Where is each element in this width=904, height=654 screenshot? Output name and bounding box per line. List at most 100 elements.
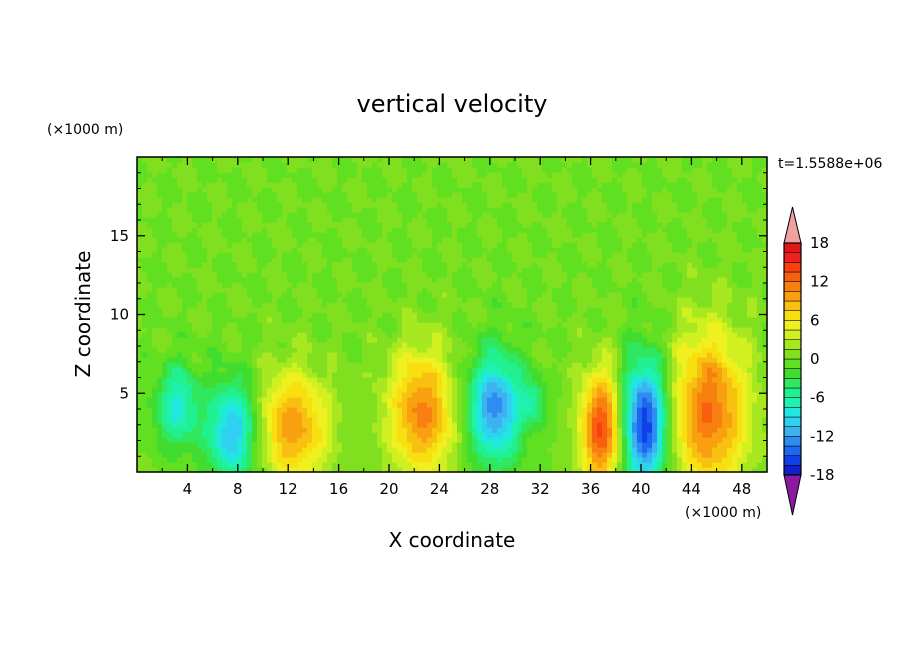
- heatmap-cell: [317, 162, 323, 168]
- heatmap-cell: [387, 197, 393, 203]
- heatmap-cell: [512, 367, 518, 373]
- heatmap-cell: [372, 287, 378, 293]
- heatmap-cell: [427, 382, 433, 388]
- heatmap-cell: [362, 187, 368, 193]
- heatmap-cell: [317, 312, 323, 318]
- heatmap-cell: [267, 452, 273, 458]
- heatmap-cell: [242, 412, 248, 418]
- heatmap-cell: [417, 202, 423, 208]
- heatmap-cell: [517, 402, 523, 408]
- heatmap-cell: [392, 372, 398, 378]
- heatmap-cell: [242, 187, 248, 193]
- heatmap-cell: [457, 172, 463, 178]
- heatmap-cell: [412, 362, 418, 368]
- heatmap-cell: [307, 272, 313, 278]
- heatmap-cell: [257, 447, 263, 453]
- heatmap-cell: [317, 157, 323, 163]
- heatmap-cell: [332, 427, 338, 433]
- heatmap-cell: [137, 232, 143, 238]
- heatmap-cell: [382, 347, 388, 353]
- heatmap-cell: [237, 272, 243, 278]
- heatmap-cell: [227, 462, 233, 468]
- heatmap-cell: [237, 422, 243, 428]
- heatmap-cell: [397, 227, 403, 233]
- heatmap-cell: [442, 277, 448, 283]
- heatmap-cell: [267, 437, 273, 443]
- heatmap-cell: [527, 462, 533, 468]
- heatmap-cell: [312, 372, 318, 378]
- heatmap-cell: [207, 347, 213, 353]
- heatmap-cell: [357, 192, 363, 198]
- heatmap-cell: [212, 257, 218, 263]
- heatmap-cell: [157, 382, 163, 388]
- heatmap-cell: [317, 387, 323, 393]
- heatmap-cell: [332, 397, 338, 403]
- heatmap-cell: [157, 432, 163, 438]
- heatmap-cell: [272, 202, 278, 208]
- heatmap-cell: [252, 242, 258, 248]
- heatmap-cell: [357, 207, 363, 213]
- heatmap-cell: [477, 262, 483, 268]
- heatmap-cell: [527, 252, 533, 258]
- heatmap-cell: [387, 187, 393, 193]
- heatmap-cell: [367, 252, 373, 258]
- heatmap-cell: [347, 452, 353, 458]
- heatmap-cell: [297, 377, 303, 383]
- heatmap-cell: [352, 412, 358, 418]
- heatmap-cell: [257, 172, 263, 178]
- heatmap-cell: [157, 212, 163, 218]
- heatmap-cell: [137, 222, 143, 228]
- heatmap-cell: [142, 377, 148, 383]
- heatmap-cell: [512, 197, 518, 203]
- heatmap-cell: [302, 347, 308, 353]
- heatmap-cell: [457, 447, 463, 453]
- heatmap-cell: [322, 382, 328, 388]
- heatmap-cell: [457, 197, 463, 203]
- heatmap-cell: [427, 377, 433, 383]
- heatmap-cell: [257, 432, 263, 438]
- heatmap-cell: [162, 467, 168, 473]
- heatmap-cell: [347, 257, 353, 263]
- heatmap-cell: [367, 412, 373, 418]
- heatmap-cell: [312, 467, 318, 473]
- heatmap-cell: [317, 247, 323, 253]
- heatmap-cell: [187, 262, 193, 268]
- heatmap-cell: [482, 347, 488, 353]
- heatmap-cell: [327, 402, 333, 408]
- heatmap-cell: [397, 372, 403, 378]
- heatmap-cell: [272, 247, 278, 253]
- heatmap-cell: [452, 302, 458, 308]
- heatmap-cell: [142, 222, 148, 228]
- heatmap-cell: [442, 287, 448, 293]
- heatmap-cell: [427, 392, 433, 398]
- heatmap-cell: [387, 462, 393, 468]
- heatmap-cell: [352, 457, 358, 463]
- heatmap-cell: [137, 247, 143, 253]
- heatmap-cell: [402, 437, 408, 443]
- heatmap-cell: [517, 392, 523, 398]
- heatmap-cell: [137, 267, 143, 273]
- heatmap-cell: [467, 322, 473, 328]
- heatmap-cell: [487, 222, 493, 228]
- heatmap-cell: [292, 437, 298, 443]
- heatmap-cell: [167, 237, 173, 243]
- heatmap-cell: [507, 447, 513, 453]
- heatmap-cell: [187, 432, 193, 438]
- heatmap-cell: [522, 357, 528, 363]
- heatmap-cell: [457, 292, 463, 298]
- heatmap-cell: [272, 237, 278, 243]
- heatmap-cell: [317, 322, 323, 328]
- heatmap-cell: [477, 362, 483, 368]
- heatmap-cell: [437, 172, 443, 178]
- heatmap-cell: [502, 367, 508, 373]
- heatmap-cell: [337, 307, 343, 313]
- heatmap-cell: [377, 167, 383, 173]
- heatmap-cell: [147, 262, 153, 268]
- heatmap-cell: [347, 427, 353, 433]
- heatmap-cell: [217, 227, 223, 233]
- heatmap-cell: [462, 332, 468, 338]
- heatmap-cell: [337, 282, 343, 288]
- heatmap-cell: [232, 192, 238, 198]
- heatmap-cell: [227, 302, 233, 308]
- heatmap-cell: [492, 232, 498, 238]
